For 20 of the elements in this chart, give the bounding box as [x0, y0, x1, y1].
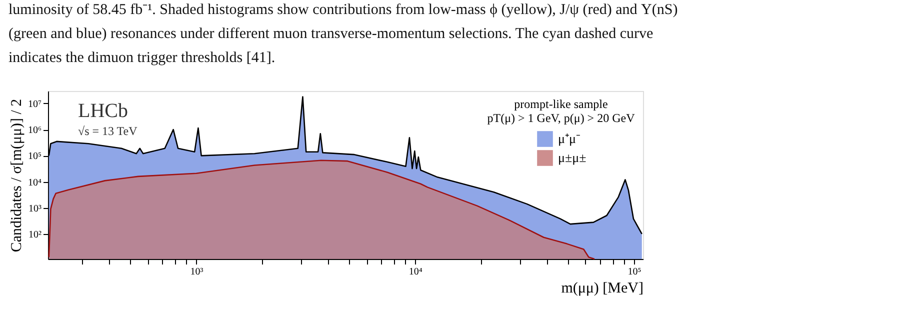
x-axis-title: m(μμ) [MeV] [561, 280, 644, 296]
y-axis-title: Candidates / σ[m(μμ)] / 2 [9, 98, 26, 252]
text: indicates the dimuon trigger thresholds [41]. [8, 50, 276, 66]
x-tick-label: 10⁵ [628, 266, 642, 278]
legend-label: μ⁺μ⁻ [558, 131, 580, 146]
x-tick-label: 10³ [190, 266, 204, 278]
y-tick-label: 10⁵ [28, 151, 42, 162]
annotation: √s = 13 TeV [78, 124, 138, 138]
annotation: pT(μ) > 1 GeV, p(μ) > 20 GeV [487, 111, 636, 125]
annotation: LHCb [78, 100, 128, 122]
y-tick-label: 10³ [28, 203, 42, 214]
y-tick-label: 10⁶ [28, 125, 42, 136]
legend-label: μ±μ± [558, 150, 586, 165]
y-tick-label: 10⁷ [28, 98, 42, 110]
y-tick-label: 10⁴ [28, 177, 42, 188]
legend-title: prompt-like sample [514, 97, 608, 111]
y-tick-label: 10² [28, 229, 42, 240]
text: luminosity of 58.45 fb⁻¹. Shaded histograms show contributions from low-mass ϕ (yellow), J/ψ (red) and Υ(nS) [8, 2, 678, 18]
x-tick-label: 10⁴ [408, 266, 423, 278]
text: (green and blue) resonances under different muon transverse-momentum selections. The cyan dashed curve [8, 26, 654, 42]
